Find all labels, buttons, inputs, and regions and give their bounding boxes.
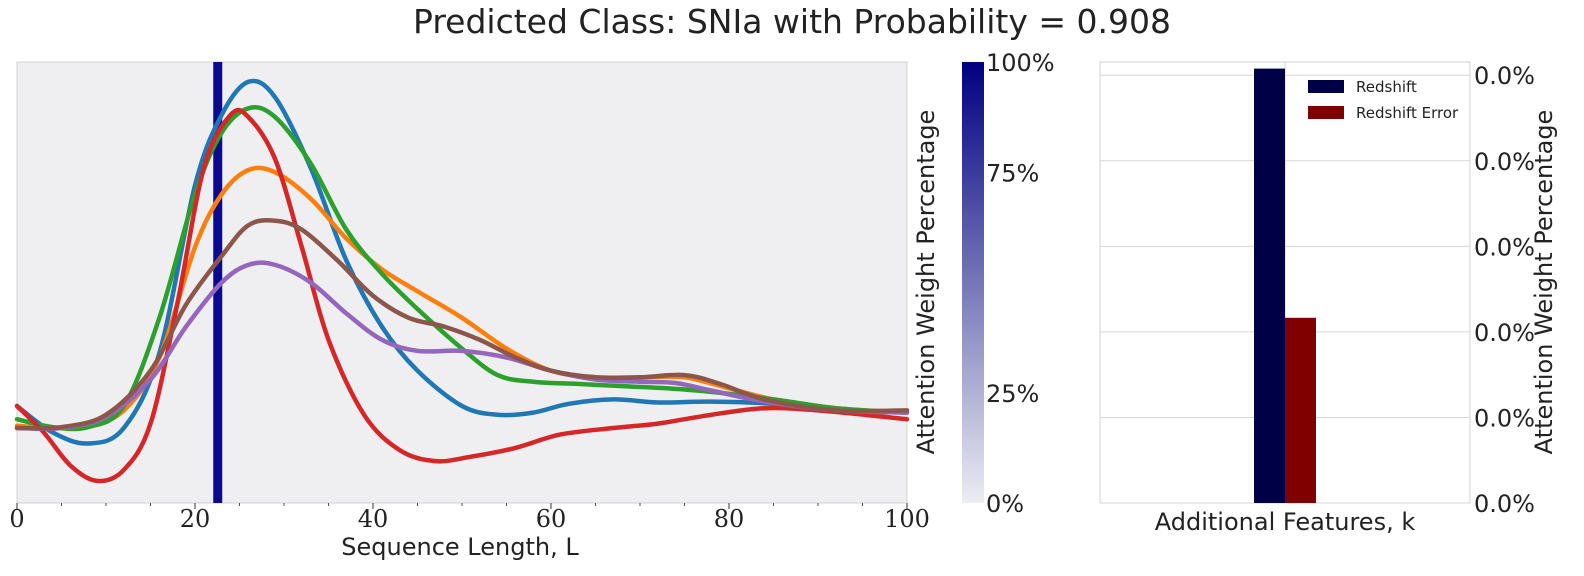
series-line-3 [14,105,910,432]
series-line-4 [14,107,910,484]
bar-legend: Redshift Redshift Error [1308,78,1459,122]
colorbar-tick-label: 0% [986,490,1024,518]
bar-y-tick-label: 0.0% [1474,233,1535,261]
bar-y-axis-label: Attention Weight Percentage [1530,110,1558,455]
colorbar-ticks: 0% 25% 75% 100% [986,49,1055,518]
x-axis-ticks: 0 20 40 60 80 100 [9,503,930,533]
legend-swatch [1308,106,1344,119]
colorbar-tick-label: 75% [986,159,1039,187]
bar-series-group [1254,68,1316,504]
colorbar [962,62,984,503]
series-line-5 [14,260,910,432]
x-tick-label: 40 [358,505,389,533]
x-axis-label: Sequence Length, L [341,533,579,561]
bar-x-axis-label: Additional Features, k [1155,508,1416,536]
chart-title: Predicted Class: SNIa with Probability =… [413,2,1171,41]
legend-swatch [1308,80,1344,93]
bar-y-tick-label: 0.0% [1474,62,1535,90]
line-series-group [14,78,910,484]
colorbar-tick-label: 25% [986,380,1039,408]
x-tick-label: 80 [714,505,745,533]
x-tick-label: 60 [536,505,567,533]
colorbar-tick-label: 100% [986,49,1055,77]
x-tick-label: 100 [884,505,930,533]
line-plot-background [16,61,908,504]
attention-marker [213,62,223,503]
legend-label: Redshift [1356,78,1417,96]
x-tick-label: 20 [180,505,211,533]
bar-1 [1254,68,1285,504]
bar-y-tick-label: 0.0% [1474,319,1535,347]
x-tick-label: 0 [9,505,24,533]
legend-label: Redshift Error [1356,104,1459,122]
series-line-6 [14,218,910,431]
bar-y-tick-label: 0.0% [1474,404,1535,432]
bar-y-tick-label: 0.0% [1474,490,1535,518]
bar-2 [1285,317,1316,503]
bar-y-ticks: 0.0% 0.0% 0.0% 0.0% 0.0% 0.0% [1474,62,1535,518]
bar-y-tick-label: 0.0% [1474,148,1535,176]
colorbar-label: Attention Weight Percentage [912,110,940,455]
